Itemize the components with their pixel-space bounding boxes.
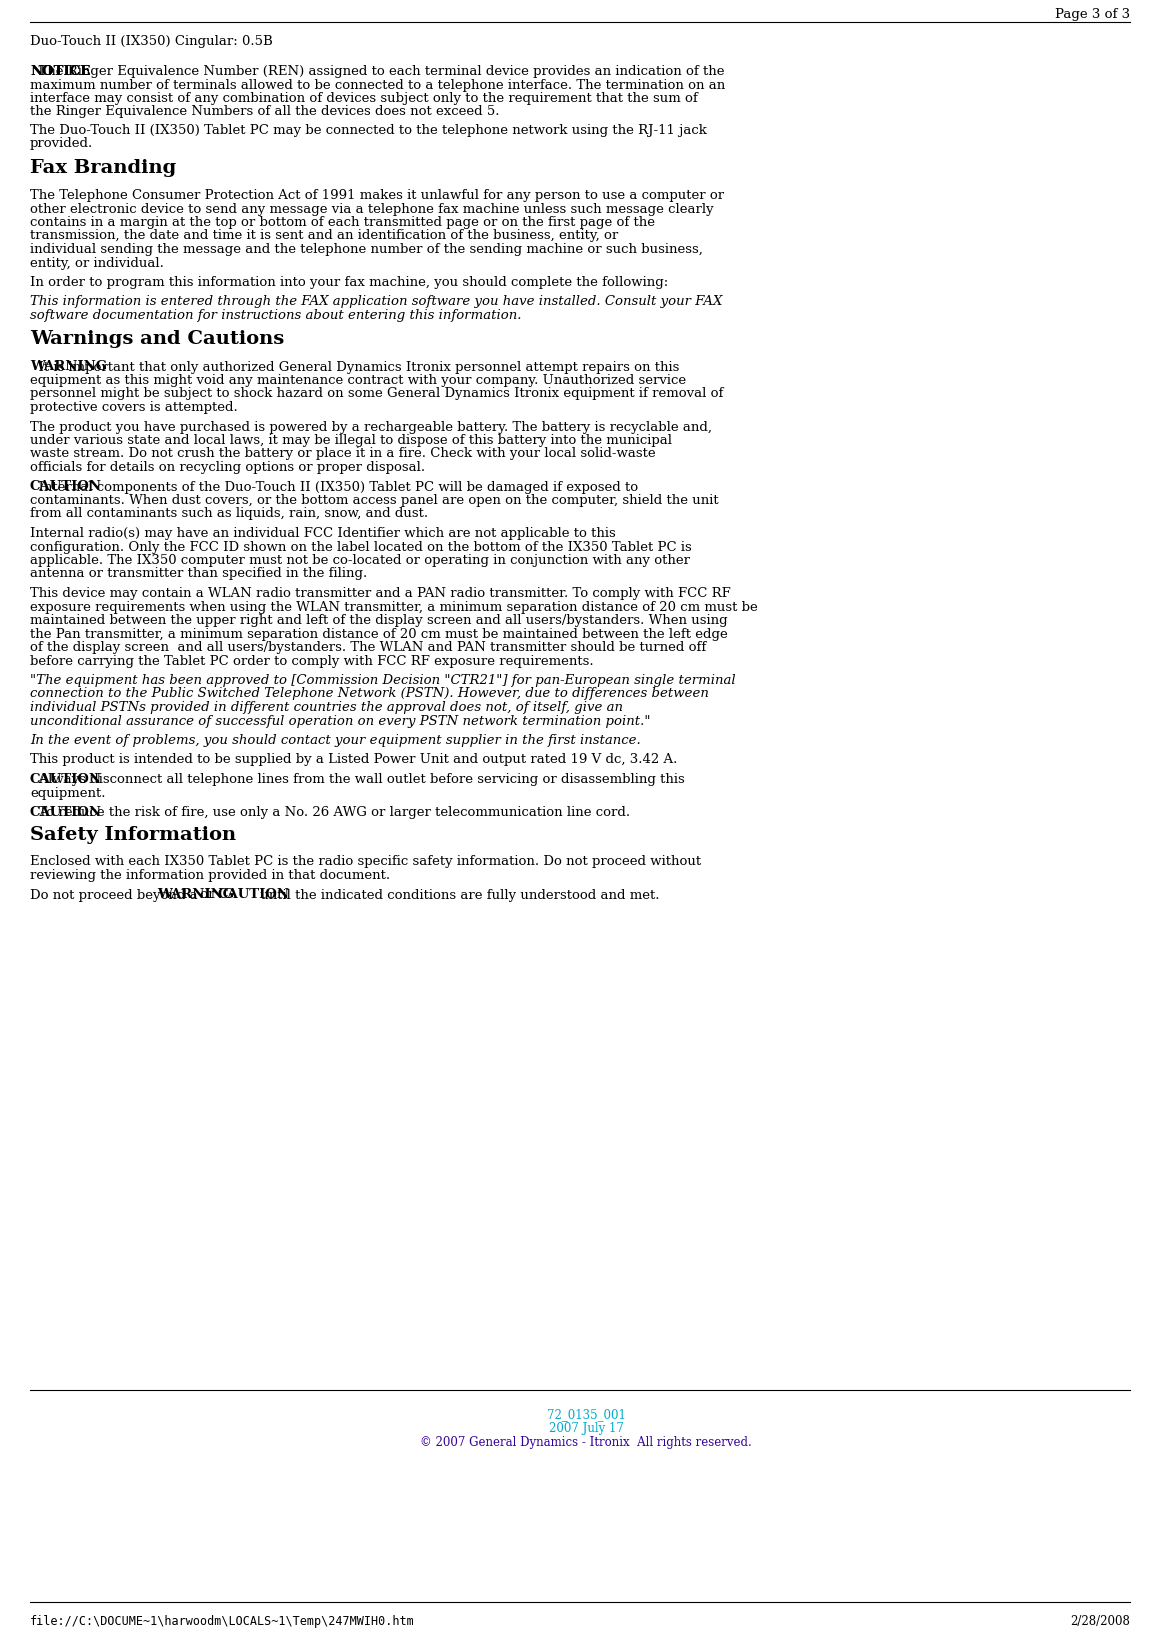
Text: The Ringer Equivalence Number (REN) assigned to each terminal device provides an: The Ringer Equivalence Number (REN) assi…: [30, 66, 724, 77]
Text: provided.: provided.: [30, 138, 94, 150]
Text: under various state and local laws, it may be illegal to dispose of this battery: under various state and local laws, it m…: [30, 434, 672, 447]
Text: maintained between the upper right and left of the display screen and all users/: maintained between the upper right and l…: [30, 614, 728, 627]
Text: This information is entered through the FAX application software you have instal: This information is entered through the …: [30, 296, 722, 309]
Text: maximum number of terminals allowed to be connected to a telephone interface. Th: maximum number of terminals allowed to b…: [30, 79, 725, 92]
Text: 72_0135_001: 72_0135_001: [546, 1408, 626, 1421]
Text: equipment as this might void any maintenance contract with your company. Unautho: equipment as this might void any mainten…: [30, 373, 686, 387]
Text: waste stream. Do not crush the battery or place it in a fire. Check with your lo: waste stream. Do not crush the battery o…: [30, 447, 655, 461]
Text: protective covers is attempted.: protective covers is attempted.: [30, 401, 238, 415]
Text: contaminants. When dust covers, or the bottom access panel are open on the compu: contaminants. When dust covers, or the b…: [30, 494, 718, 507]
Text: contains in a margin at the top or bottom of each transmitted page or on the fir: contains in a margin at the top or botto…: [30, 215, 655, 229]
Text: 2007 July 17: 2007 July 17: [548, 1421, 624, 1434]
Text: officials for details on recycling options or proper disposal.: officials for details on recycling optio…: [30, 461, 425, 474]
Text: of the display screen  and all users/bystanders. The WLAN and PAN transmitter sh: of the display screen and all users/byst…: [30, 642, 707, 655]
Text: NOTICE: NOTICE: [30, 66, 90, 77]
Text: In the event of problems, you should contact your equipment supplier in the firs: In the event of problems, you should con…: [30, 734, 641, 747]
Text: The Telephone Consumer Protection Act of 1991 makes it unlawful for any person t: The Telephone Consumer Protection Act of…: [30, 189, 724, 202]
Text: the Ringer Equivalence Numbers of all the devices does not exceed 5.: the Ringer Equivalence Numbers of all th…: [30, 105, 499, 118]
Text: transmission, the date and time it is sent and an identification of the business: transmission, the date and time it is se…: [30, 230, 619, 242]
Text: equipment.: equipment.: [30, 786, 105, 799]
Text: connection to the Public Switched Telephone Network (PSTN). However, due to diff: connection to the Public Switched Teleph…: [30, 688, 709, 701]
Text: © 2007 General Dynamics - Itronix  All rights reserved.: © 2007 General Dynamics - Itronix All ri…: [420, 1436, 752, 1449]
Text: Safety Information: Safety Information: [30, 826, 236, 844]
Text: CAUTION: CAUTION: [30, 480, 102, 494]
Text: antenna or transmitter than specified in the filing.: antenna or transmitter than specified in…: [30, 568, 367, 581]
Text: The Duo-Touch II (IX350) Tablet PC may be connected to the telephone network usi: The Duo-Touch II (IX350) Tablet PC may b…: [30, 123, 707, 137]
Text: CAUTION: CAUTION: [217, 888, 289, 901]
Text: the Pan transmitter, a minimum separation distance of 20 cm must be maintained b: the Pan transmitter, a minimum separatio…: [30, 627, 728, 640]
Text: personnel might be subject to shock hazard on some General Dynamics Itronix equi: personnel might be subject to shock haza…: [30, 388, 723, 400]
Text: Internal components of the Duo-Touch II (IX350) Tablet PC will be damaged if exp: Internal components of the Duo-Touch II …: [30, 480, 638, 494]
Text: Always disconnect all telephone lines from the wall outlet before servicing or d: Always disconnect all telephone lines fr…: [30, 773, 684, 786]
Text: It is important that only authorized General Dynamics Itronix personnel attempt : It is important that only authorized Gen…: [30, 360, 680, 373]
Text: CAUTION: CAUTION: [30, 806, 102, 819]
Text: 2/28/2008: 2/28/2008: [1070, 1615, 1130, 1629]
Text: unconditional assurance of successful operation on every PSTN network terminatio: unconditional assurance of successful op…: [30, 714, 650, 727]
Text: Internal radio(s) may have an individual FCC Identifier which are not applicable: Internal radio(s) may have an individual…: [30, 526, 615, 540]
Text: file://C:\DOCUME~1\harwoodm\LOCALS~1\Temp\247MWIH0.htm: file://C:\DOCUME~1\harwoodm\LOCALS~1\Tem…: [30, 1615, 415, 1629]
Text: NOTICE: NOTICE: [30, 66, 90, 77]
Text: WARNING: WARNING: [30, 360, 107, 373]
Text: applicable. The IX350 computer must not be co-located or operating in conjunctio: applicable. The IX350 computer must not …: [30, 554, 690, 568]
Text: To reduce the risk of fire, use only a No. 26 AWG or larger telecommunication li: To reduce the risk of fire, use only a N…: [30, 806, 631, 819]
Text: CAUTION: CAUTION: [30, 773, 102, 786]
Text: In order to program this information into your fax machine, you should complete : In order to program this information int…: [30, 276, 668, 290]
Text: Do not proceed beyond a: Do not proceed beyond a: [30, 888, 202, 901]
Text: individual PSTNs provided in different countries the approval does not, of itsel: individual PSTNs provided in different c…: [30, 701, 624, 714]
Text: "The equipment has been approved to [Commission Decision "CTR21"] for pan-Europe: "The equipment has been approved to [Com…: [30, 674, 736, 688]
Text: software documentation for instructions about entering this information.: software documentation for instructions …: [30, 309, 522, 322]
Text: or: or: [196, 888, 219, 901]
Text: exposure requirements when using the WLAN transmitter, a minimum separation dist: exposure requirements when using the WLA…: [30, 600, 758, 614]
Text: This product is intended to be supplied by a Listed Power Unit and output rated : This product is intended to be supplied …: [30, 753, 677, 767]
Text: Fax Branding: Fax Branding: [30, 160, 176, 178]
Text: WARNING: WARNING: [157, 888, 234, 901]
Text: individual sending the message and the telephone number of the sending machine o: individual sending the message and the t…: [30, 243, 703, 257]
Text: before carrying the Tablet PC order to comply with FCC RF exposure requirements.: before carrying the Tablet PC order to c…: [30, 655, 594, 668]
Text: entity, or individual.: entity, or individual.: [30, 257, 164, 270]
Text: other electronic device to send any message via a telephone fax machine unless s: other electronic device to send any mess…: [30, 202, 714, 215]
Text: Warnings and Cautions: Warnings and Cautions: [30, 331, 285, 349]
Text: The product you have purchased is powered by a rechargeable battery. The battery: The product you have purchased is powere…: [30, 421, 713, 434]
Text: Page 3 of 3: Page 3 of 3: [1055, 8, 1130, 21]
Text: Enclosed with each IX350 Tablet PC is the radio specific safety information. Do : Enclosed with each IX350 Tablet PC is th…: [30, 855, 701, 869]
Text: reviewing the information provided in that document.: reviewing the information provided in th…: [30, 869, 390, 882]
Text: This device may contain a WLAN radio transmitter and a PAN radio transmitter. To: This device may contain a WLAN radio tra…: [30, 587, 731, 600]
Text: configuration. Only the FCC ID shown on the label located on the bottom of the I: configuration. Only the FCC ID shown on …: [30, 541, 691, 553]
Text: from all contaminants such as liquids, rain, snow, and dust.: from all contaminants such as liquids, r…: [30, 508, 428, 520]
Text: Duo-Touch II (IX350) Cingular: 0.5B: Duo-Touch II (IX350) Cingular: 0.5B: [30, 35, 273, 48]
Text: interface may consist of any combination of devices subject only to the requirem: interface may consist of any combination…: [30, 92, 697, 105]
Text: until the indicated conditions are fully understood and met.: until the indicated conditions are fully…: [257, 888, 660, 901]
